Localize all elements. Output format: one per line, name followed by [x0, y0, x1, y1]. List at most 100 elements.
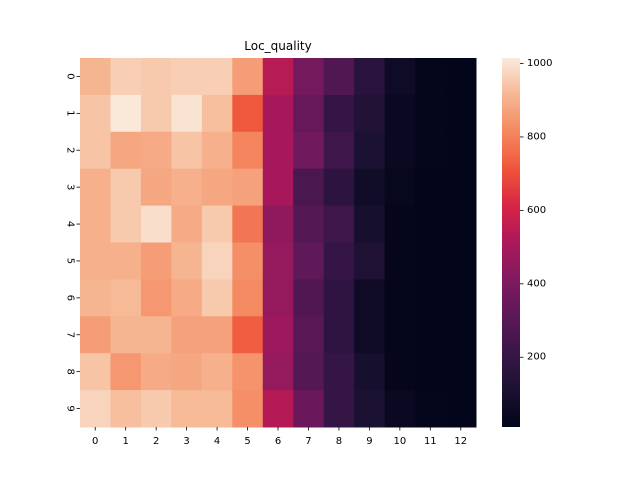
- heatmap-cell: [140, 390, 172, 428]
- heatmap-cell: [293, 131, 325, 170]
- heatmap-cell: [262, 94, 294, 133]
- heatmap-cell: [323, 205, 355, 243]
- heatmap-cell: [171, 94, 203, 133]
- heatmap-cell: [384, 205, 416, 243]
- heatmap-cell: [110, 242, 142, 280]
- heatmap-cell: [415, 131, 447, 170]
- heatmap-cell: [232, 205, 264, 243]
- heatmap-cell: [293, 390, 325, 428]
- heatmap-cell: [171, 316, 203, 354]
- heatmap-cell: [140, 58, 172, 96]
- colorbar-tick-label: 600: [527, 205, 546, 216]
- heatmap-cell: [415, 94, 447, 133]
- heatmap-cell: [445, 94, 477, 133]
- heatmap-cell: [293, 316, 325, 354]
- y-tick-label: 5: [65, 258, 76, 264]
- x-tick-label: 9: [366, 436, 372, 447]
- heatmap-cell: [323, 168, 355, 207]
- heatmap-cell: [354, 279, 386, 317]
- heatmap-cell: [80, 279, 111, 317]
- x-tick-label: 2: [153, 436, 159, 447]
- heatmap-cell: [201, 58, 233, 96]
- heatmap-cell: [171, 131, 203, 170]
- heatmap-cell: [80, 242, 111, 280]
- heatmap-cell: [445, 279, 477, 317]
- x-tick-label: 1: [123, 436, 129, 447]
- x-tick-label: 12: [454, 436, 467, 447]
- heatmap-cell: [110, 205, 142, 243]
- y-tick-label: 1: [65, 110, 76, 116]
- heatmap-cell: [232, 58, 264, 96]
- heatmap-cell: [201, 279, 233, 317]
- heatmap-cell: [293, 94, 325, 133]
- y-tick-label: 2: [65, 147, 76, 153]
- heatmap-cell: [262, 58, 294, 96]
- heatmap-cell: [140, 353, 172, 391]
- heatmap-cell: [415, 242, 447, 280]
- heatmap-cell: [262, 205, 294, 243]
- heatmap-cell: [323, 131, 355, 170]
- heatmap-cell: [110, 279, 142, 317]
- heatmap-cell: [415, 205, 447, 243]
- heatmap-cell: [445, 242, 477, 280]
- y-tick-label: 0: [65, 73, 76, 79]
- heatmap-cell: [354, 242, 386, 280]
- y-tick-label: 9: [65, 405, 76, 411]
- heatmap-cell: [323, 242, 355, 280]
- heatmap-cell: [140, 242, 172, 280]
- heatmap-cell: [110, 131, 142, 170]
- heatmap-cell: [232, 131, 264, 170]
- heatmap-cell: [140, 279, 172, 317]
- y-tick-label: 8: [65, 368, 76, 374]
- x-tick-label: 3: [183, 436, 189, 447]
- heatmap-cell: [201, 242, 233, 280]
- heatmap-cell: [171, 58, 203, 96]
- chart-title: Loc_quality: [244, 39, 311, 53]
- heatmap-cell: [323, 279, 355, 317]
- heatmap-cell: [140, 205, 172, 243]
- heatmap-cell: [384, 279, 416, 317]
- heatmap-cell: [80, 168, 111, 207]
- heatmap-cell: [323, 390, 355, 428]
- heatmap-cell: [323, 58, 355, 96]
- heatmap-cell: [354, 131, 386, 170]
- heatmap-cell: [415, 58, 447, 96]
- heatmap-cell: [140, 94, 172, 133]
- heatmap-cell: [384, 94, 416, 133]
- heatmap-cell: [354, 58, 386, 96]
- colorbar-ticks: 200 400 600 800 1000: [520, 58, 552, 363]
- heatmap-cell: [415, 353, 447, 391]
- heatmap-cell: [80, 353, 111, 391]
- heatmap-cell: [232, 316, 264, 354]
- heatmap-cell: [201, 168, 233, 207]
- heatmap-cell: [262, 131, 294, 170]
- heatmap-cell: [171, 279, 203, 317]
- x-tick-label: 8: [336, 436, 342, 447]
- heatmap-cell: [201, 390, 233, 428]
- heatmap-cell: [415, 390, 447, 428]
- heatmap-cell: [232, 168, 264, 207]
- heatmap-cell: [384, 131, 416, 170]
- heatmap-cell: [445, 205, 477, 243]
- heatmap-cell: [354, 205, 386, 243]
- heatmap-cell: [80, 94, 111, 133]
- colorbar-tick-label: 200: [527, 352, 546, 363]
- heatmap-cell: [201, 353, 233, 391]
- x-tick-label: 0: [92, 436, 98, 447]
- heatmap-cell: [110, 168, 142, 207]
- heatmap-cell: [323, 94, 355, 133]
- heatmap-cell: [354, 168, 386, 207]
- heatmap-cell: [445, 168, 477, 207]
- heatmap-cell: [384, 390, 416, 428]
- heatmap-cell: [293, 242, 325, 280]
- heatmap-cell: [384, 316, 416, 354]
- heatmap-cell: [384, 168, 416, 207]
- heatmap-cell: [293, 58, 325, 96]
- heatmap-cell: [262, 353, 294, 391]
- colorbar: [502, 58, 520, 427]
- heatmap-cell: [354, 316, 386, 354]
- heatmap-cell: [384, 242, 416, 280]
- heatmap-cell: [110, 94, 142, 133]
- heatmap-cell: [384, 353, 416, 391]
